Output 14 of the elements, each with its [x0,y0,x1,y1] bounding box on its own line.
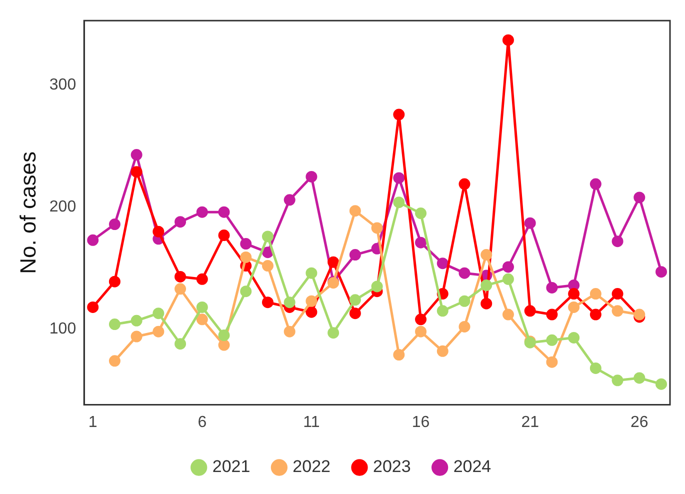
legend-label: 2022 [292,457,331,476]
x-tick-label: 11 [303,414,320,431]
legend-label: 2024 [453,457,492,476]
y-tick-label: 300 [49,76,76,94]
y-axis-title: No. of cases [15,152,40,274]
x-tick-label: 16 [412,414,430,431]
x-tick-label: 1 [88,414,98,431]
y-tick-label: 200 [49,198,76,216]
x-tick-label: 26 [630,414,648,431]
legend-label: 2023 [373,457,411,476]
x-tick-label: 6 [198,414,207,431]
y-tick-label: 100 [49,320,76,338]
legend-label: 2021 [212,457,250,476]
x-tick-label: 21 [521,414,540,431]
